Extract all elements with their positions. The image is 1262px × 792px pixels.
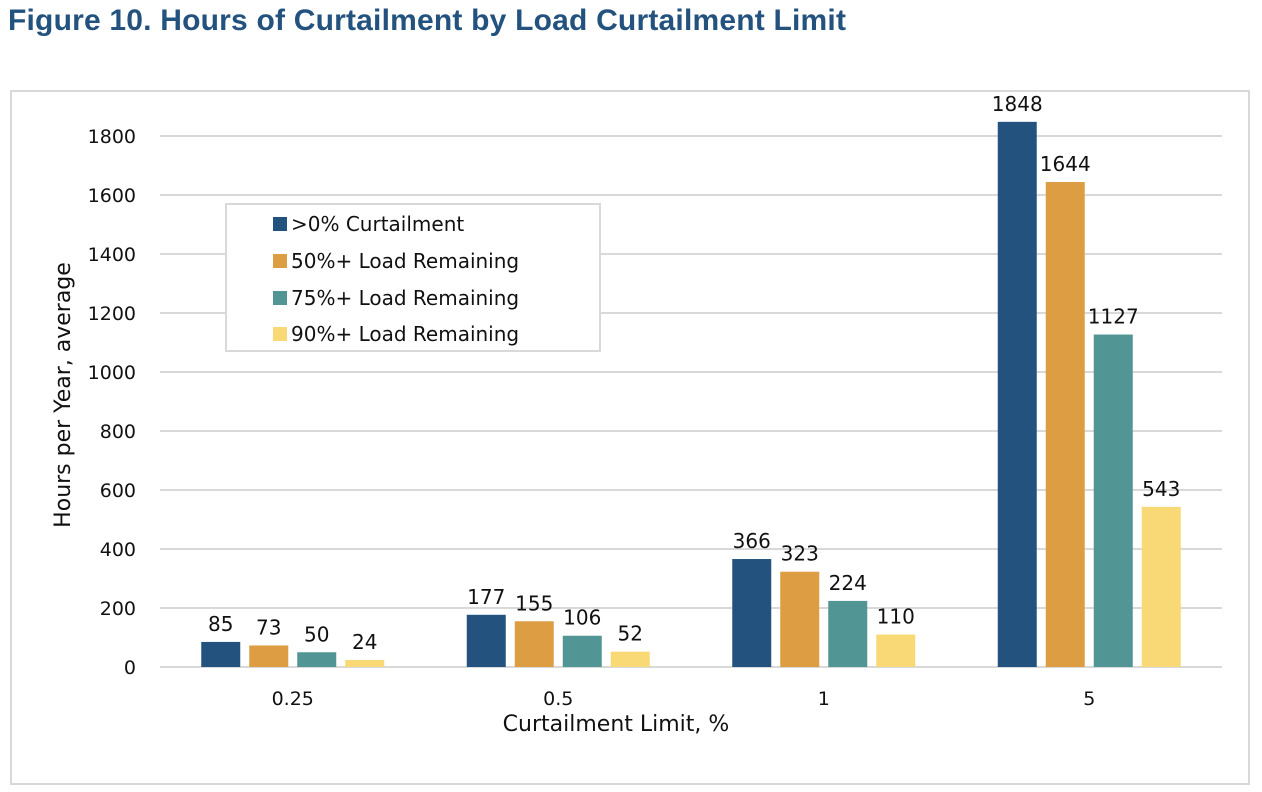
y-tick-label: 1800 xyxy=(88,126,136,148)
y-tick-label: 1400 xyxy=(88,244,136,266)
legend-swatch-icon xyxy=(273,254,287,268)
bar xyxy=(997,121,1037,668)
y-tick-label: 400 xyxy=(100,539,136,561)
data-label: 52 xyxy=(618,622,643,646)
data-label: 106 xyxy=(563,606,601,630)
legend-swatch-icon xyxy=(273,327,287,341)
y-tick-label: 1000 xyxy=(88,362,136,384)
data-label: 543 xyxy=(1142,477,1180,501)
y-tick-label: 1600 xyxy=(88,185,136,207)
bar xyxy=(297,652,337,667)
legend-label: 90%+ Load Remaining xyxy=(291,322,520,346)
bar xyxy=(1141,506,1181,667)
y-tick-label: 200 xyxy=(100,598,136,620)
x-axis-ticks: 0.25 0.5 1 5 xyxy=(272,688,1096,710)
data-label: 1127 xyxy=(1088,305,1139,329)
bar xyxy=(610,651,650,667)
bar xyxy=(1093,334,1133,667)
bar xyxy=(514,621,554,667)
bar xyxy=(732,559,772,667)
data-label: 110 xyxy=(877,605,915,629)
data-label: 85 xyxy=(208,612,233,636)
data-labels: 85 73 50 24 177 155 106 52 366 323 224 110 1848 1644 1… xyxy=(208,92,1180,654)
data-label: 177 xyxy=(467,585,505,609)
data-label: 1644 xyxy=(1040,152,1091,176)
bar xyxy=(876,634,916,667)
x-tick-label: 0.5 xyxy=(543,688,573,710)
legend-item: >0% Curtailment xyxy=(273,207,464,241)
y-tick-label: 800 xyxy=(100,421,136,443)
bars xyxy=(201,121,1181,668)
legend-item: 50%+ Load Remaining xyxy=(273,244,519,278)
legend-label: 75%+ Load Remaining xyxy=(291,286,520,310)
figure-title: Figure 10. Hours of Curtailment by Load … xyxy=(8,4,847,37)
data-label: 155 xyxy=(515,591,553,615)
data-label: 50 xyxy=(304,622,329,646)
y-tick-label: 600 xyxy=(100,480,136,502)
bar xyxy=(249,645,289,667)
data-label: 366 xyxy=(733,529,771,553)
legend-label: 50%+ Load Remaining xyxy=(291,249,520,273)
data-label: 323 xyxy=(781,542,819,566)
bar xyxy=(562,635,602,667)
x-tick-label: 5 xyxy=(1083,688,1095,710)
legend-item: 75%+ Load Remaining xyxy=(273,281,519,315)
bar xyxy=(780,571,820,667)
data-label: 224 xyxy=(829,571,867,595)
bar xyxy=(466,614,506,667)
bar xyxy=(828,600,868,667)
data-label: 73 xyxy=(256,615,281,639)
bar xyxy=(1045,182,1085,667)
y-tick-label: 1200 xyxy=(88,303,136,325)
data-label: 24 xyxy=(352,630,377,654)
legend-label: >0% Curtailment xyxy=(291,212,465,236)
legend-swatch-icon xyxy=(273,291,287,305)
x-axis-label: Curtailment Limit, % xyxy=(503,712,730,737)
x-tick-label: 0.25 xyxy=(272,688,314,710)
legend-swatch-icon xyxy=(273,217,287,231)
x-tick-label: 1 xyxy=(818,688,830,710)
legend-item: 90%+ Load Remaining xyxy=(273,317,519,351)
bar xyxy=(201,641,241,667)
y-axis-label: Hours per Year, average xyxy=(51,262,76,528)
chart-frame xyxy=(10,90,1250,785)
y-axis-ticks: 0 200 400 600 800 1000 1200 1400 1600 1800 xyxy=(88,126,136,679)
data-label: 1848 xyxy=(992,92,1043,116)
bar xyxy=(345,659,385,667)
y-tick-label: 0 xyxy=(124,657,136,679)
legend: >0% Curtailment 50%+ Load Remaining 75%+… xyxy=(225,203,601,352)
